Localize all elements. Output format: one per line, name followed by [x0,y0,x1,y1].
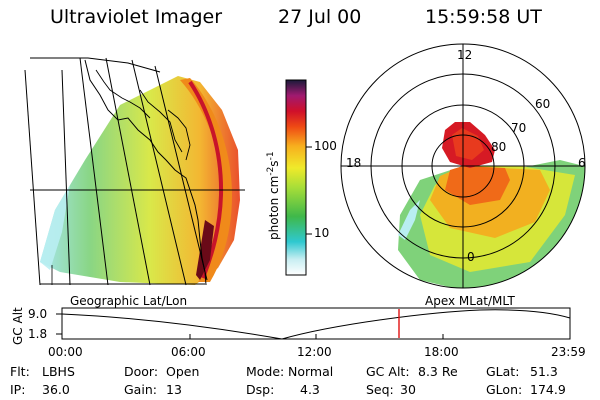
lat-label-80: 80 [491,140,507,154]
apex-caption: Apex MLat/MLT [425,294,515,308]
door-value: Open [166,364,200,379]
timeline-xtick-0000: 00:00 [48,345,83,359]
mlt-label-0: 0 [467,250,475,264]
mode-label: Mode: [246,364,285,379]
seq-value: 30 [400,382,416,397]
instrument-title: Ultraviolet Imager [50,6,223,28]
timeline-xtick-0600: 06:00 [171,345,206,359]
ip-value: 36.0 [42,382,70,397]
seq-label: Seq: [366,382,394,397]
filter-value: LBHS [42,364,75,379]
glat-label: GLat: [486,364,520,379]
filter-label: Flt: [10,364,30,379]
ip-label: IP: [10,382,26,397]
mlt-label-18: 18 [346,156,362,170]
gc-alt-label: GC Alt: [366,364,410,379]
gc-alt-value: 8.3 Re [418,364,458,379]
mlt-label-12: 12 [457,48,473,62]
lat-label-70: 70 [511,121,527,135]
timeline-xtick-2359: 23:59 [551,345,586,359]
timeline-ytick-high: 9.0 [28,307,48,321]
door-label: Door: [124,364,159,379]
timeline-xtick-1800: 18:00 [424,345,459,359]
gain-value: 13 [166,382,182,397]
colorbar-tick-10: 10 [314,226,330,240]
lat-label-60: 60 [535,97,551,111]
timeline-ylabel: GC Alt [11,307,25,345]
glon-value: 174.9 [530,382,566,397]
colorbar-tick-100: 100 [314,139,337,153]
geographic-caption: Geographic Lat/Lon [70,294,188,308]
glon-label: GLon: [486,382,523,397]
observation-date: 27 Jul 00 [278,6,362,28]
dsp-label: Dsp: [246,382,275,397]
timeline-ytick-low: 1.8 [28,327,48,341]
mode-value: Normal [288,364,334,379]
gain-label: Gain: [124,382,157,397]
glat-value: 51.3 [530,364,558,379]
timeline-xtick-1200: 12:00 [297,345,332,359]
mlt-label-6: 6 [578,156,586,170]
observation-time: 15:59:58 UT [425,6,542,28]
dsp-value: 4.3 [300,382,320,397]
